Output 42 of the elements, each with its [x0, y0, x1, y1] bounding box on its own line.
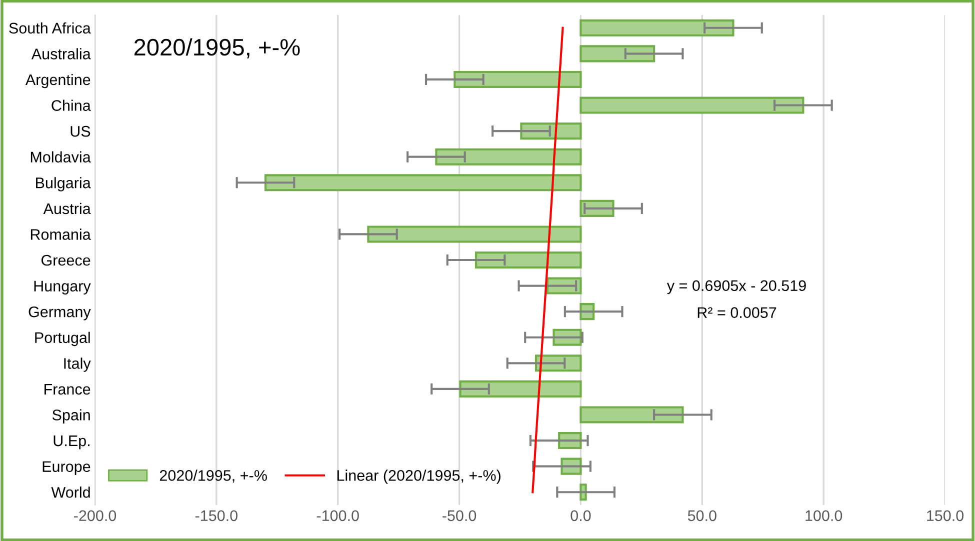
- text: 2020/1995, +-%: [134, 38, 300, 58]
- y-tick-label: Portugal: [35, 332, 90, 346]
- y-tick-label: Germany: [28, 306, 91, 320]
- bar: [580, 96, 804, 114]
- y-tick-label: World: [51, 486, 90, 498]
- legend-label: Linear (2020/1995, +-%): [337, 470, 500, 484]
- bar: [580, 406, 684, 424]
- x-tick-label: -50.0: [442, 510, 476, 522]
- y-tick-label: Europe: [42, 461, 90, 476]
- x-tick-label: -100.0: [316, 510, 359, 522]
- annotation: R² = 0.0057: [698, 307, 776, 318]
- y-tick-label: Australia: [31, 48, 91, 60]
- y-tick-label: Italy: [64, 358, 91, 372]
- bar: [367, 226, 582, 243]
- y-tick-label: Austria: [43, 202, 91, 214]
- bar: [459, 380, 582, 398]
- y-tick-label: China: [52, 100, 91, 111]
- y-tick-label: South Africa: [9, 22, 91, 34]
- bar: [475, 251, 582, 269]
- x-tick-label: 0.0: [570, 510, 591, 522]
- bar: [580, 45, 656, 62]
- x-tick-label: 50.0: [688, 510, 716, 522]
- x-tick-label: 150.0: [927, 510, 964, 522]
- bar: [435, 148, 582, 166]
- x-tick-label: -200.0: [74, 510, 116, 522]
- y-tick-label: Greece: [42, 254, 90, 266]
- legend-label: 2020/1995, +-%: [160, 470, 267, 483]
- y-tick-label: Bulgaria: [36, 177, 91, 192]
- y-tick-label: Moldavia: [30, 151, 91, 163]
- bar: [580, 19, 734, 36]
- y-tick-label: Romania: [30, 228, 91, 240]
- y-tick-label: US: [70, 126, 90, 137]
- bar: [264, 174, 582, 192]
- y-tick-label: France: [44, 384, 90, 395]
- annotation: y = 0.6905x - 20.519: [666, 280, 806, 294]
- y-tick-label: Argentine: [25, 74, 90, 88]
- y-tick-label: U.Ep.: [54, 436, 90, 450]
- bar: [454, 70, 582, 88]
- x-tick-label: 100.0: [806, 510, 842, 522]
- y-tick-label: Hungary: [34, 280, 91, 294]
- x-tick-label: -150.0: [195, 510, 238, 522]
- y-tick-label: Spain: [52, 409, 90, 424]
